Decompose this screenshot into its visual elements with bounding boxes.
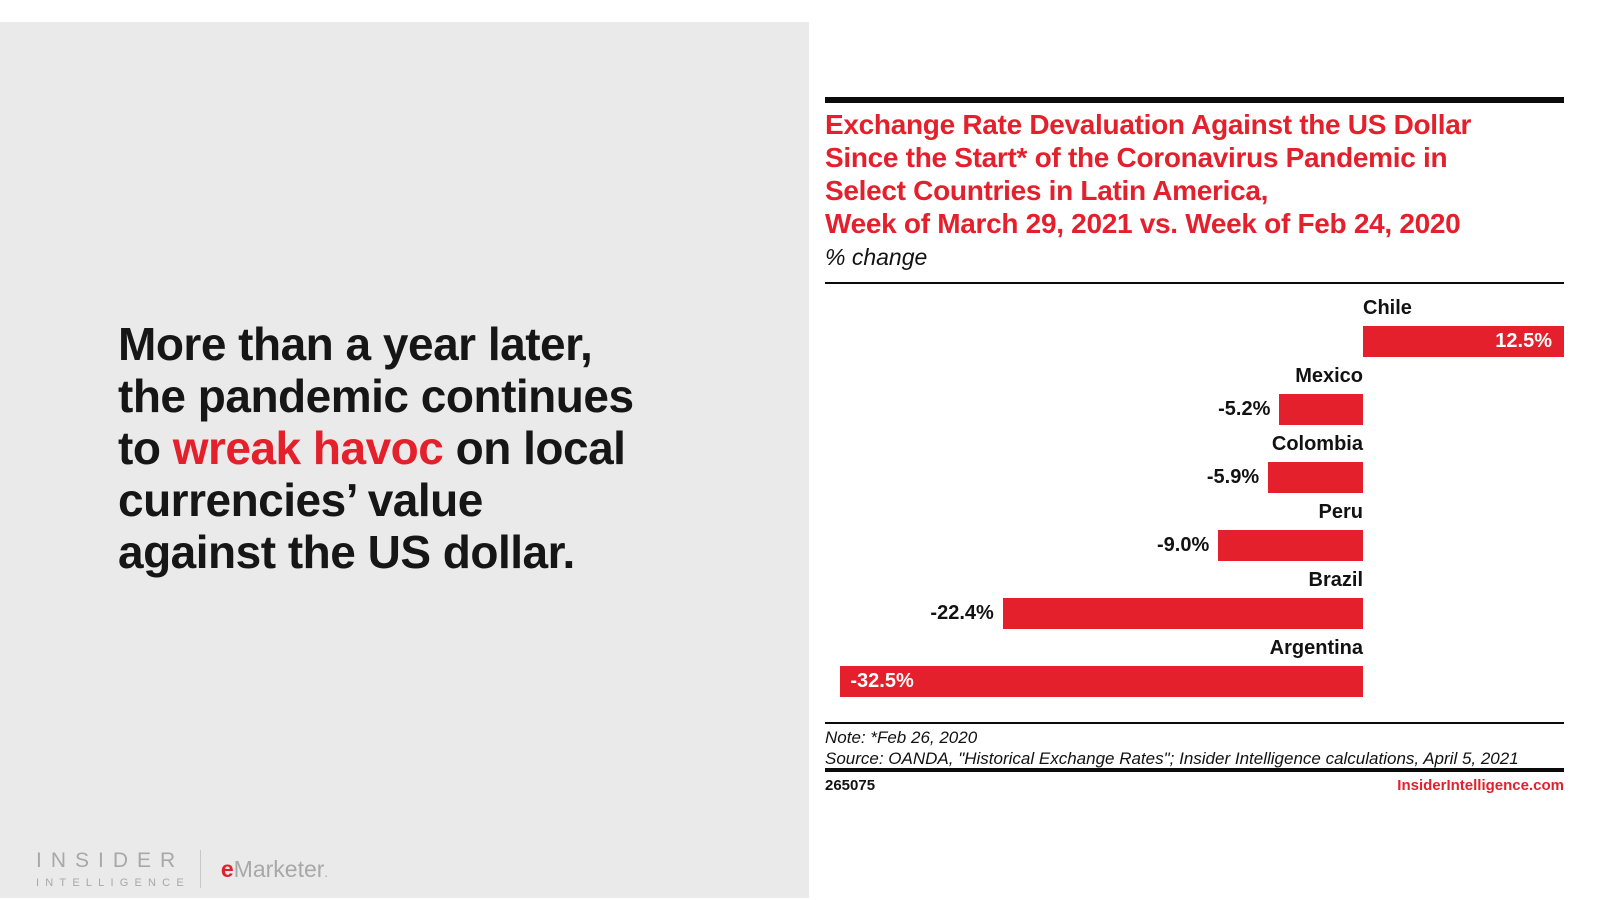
insider-intelligence-url[interactable]: InsiderIntelligence.com: [1397, 777, 1564, 794]
headline-text: against the US dollar.: [118, 526, 575, 578]
insider-logo-top: INSIDER: [36, 849, 185, 872]
bar-category-label: Chile: [1363, 297, 1412, 319]
chart-note: Note: *Feb 26, 2020: [825, 728, 978, 747]
headline-line: currencies’ value: [118, 474, 738, 526]
bar-category-label: Peru: [1318, 501, 1363, 523]
chart-top-rule: [825, 282, 1564, 284]
bar-category-label: Argentina: [1269, 637, 1363, 659]
bar-value-label: -9.0%: [1157, 534, 1210, 556]
headline-line: against the US dollar.: [118, 526, 738, 578]
bar-category-label: Colombia: [1271, 433, 1363, 455]
brand-logos: INSIDER INTELLIGENCE eMarketer.: [36, 844, 328, 894]
left-panel: More than a year later, the pandemic con…: [0, 22, 809, 898]
footer-rule: [825, 768, 1564, 772]
chart-title-line: Select Countries in Latin America,: [825, 175, 1269, 206]
chart-footer: 265075 InsiderIntelligence.com: [825, 777, 1564, 794]
chart-title: Exchange Rate Devaluation Against the US…: [825, 108, 1564, 240]
emarketer-logo: eMarketer.: [221, 856, 328, 883]
headline-line: More than a year later,: [118, 318, 738, 370]
bar-value-label: 12.5%: [1495, 330, 1552, 352]
headline-text: the pandemic continues: [118, 370, 634, 422]
bar-category-label: Mexico: [1295, 365, 1363, 387]
headline-text: currencies’ value: [118, 474, 483, 526]
headline-highlight: wreak havoc: [172, 422, 444, 474]
emarketer-rest: Marketer: [233, 855, 325, 882]
bar-value-label: -5.9%: [1206, 466, 1260, 488]
chart-title-line: Since the Start* of the Coronavirus Pand…: [825, 142, 1448, 173]
headline-line: the pandemic continues: [118, 370, 738, 422]
chart-title-line: Exchange Rate Devaluation Against the US…: [825, 109, 1472, 140]
logo-divider: [199, 850, 201, 888]
chart-id: 265075: [825, 777, 876, 794]
bar-value-label: -32.5%: [850, 670, 914, 692]
chart-bottom-rule: [825, 722, 1564, 724]
headline-text: More than a year later,: [118, 318, 593, 370]
insider-intelligence-logo: INSIDER INTELLIGENCE: [36, 849, 190, 889]
headline-text: on local: [443, 422, 626, 474]
headline-text: to: [118, 422, 173, 474]
bar: [1279, 394, 1363, 425]
chart-unit-label: % change: [825, 244, 928, 270]
emarketer-dot: .: [324, 864, 329, 880]
insider-logo-bottom: INTELLIGENCE: [36, 877, 190, 889]
bar: [840, 666, 1363, 697]
title-top-rule: [825, 97, 1564, 103]
headline: More than a year later, the pandemic con…: [118, 318, 738, 578]
chart-title-line: Week of March 29, 2021 vs. Week of Feb 2…: [825, 208, 1461, 239]
chart-source: Source: OANDA, "Historical Exchange Rate…: [825, 749, 1519, 768]
bar: [1218, 530, 1363, 561]
emarketer-e: e: [220, 855, 234, 882]
bar-value-label: -5.2%: [1218, 398, 1271, 420]
bar-value-label: -22.4%: [930, 602, 994, 624]
bar: [1268, 462, 1363, 493]
headline-line: to wreak havoc on local: [118, 422, 738, 474]
bar-chart: Chile 12.5% Mexico -5.2% Colombia -5.9% Peru -9…: [825, 296, 1564, 708]
bar-category-label: Brazil: [1308, 569, 1363, 591]
bar: [1363, 326, 1564, 357]
chart-panel: Exchange Rate Devaluation Against the US…: [825, 0, 1564, 900]
bar: [1002, 598, 1363, 629]
